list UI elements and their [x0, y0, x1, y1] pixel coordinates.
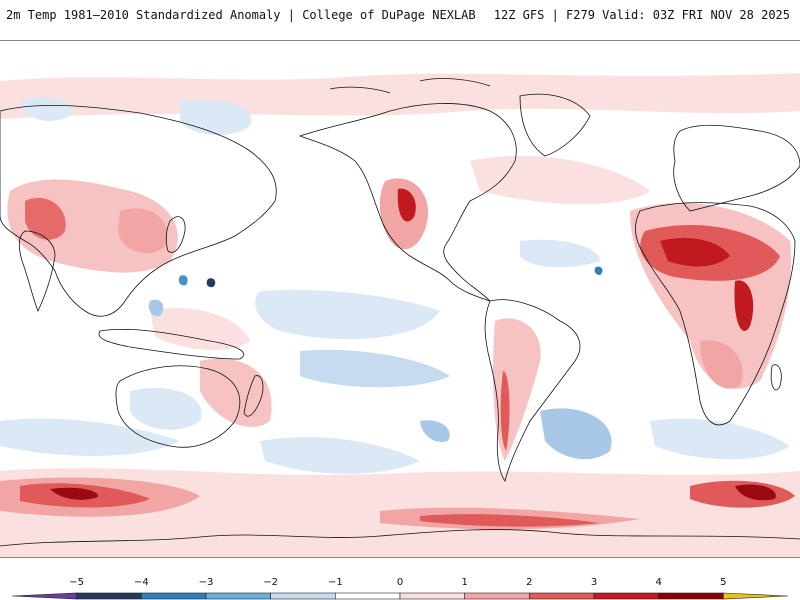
- pacific-cool-spot-2: [206, 278, 216, 288]
- w-pacific-warm: [150, 307, 250, 351]
- colorbar-tick-label: −4: [134, 577, 149, 588]
- colorbar-tick-label: −3: [199, 577, 214, 588]
- tropical-pacific-cool: [255, 289, 440, 340]
- s-america-warm: [493, 318, 541, 461]
- colorbar-tick-label: −2: [263, 577, 278, 588]
- s-indian-cool: [0, 418, 180, 456]
- north-america-outline: [298, 103, 517, 302]
- colorbar-bin: [723, 592, 789, 600]
- australia-outline: [115, 365, 241, 448]
- atlantic-cool-spot: [594, 266, 603, 275]
- indonesia-outline: [98, 328, 245, 360]
- madagascar-outline: [770, 364, 782, 391]
- colorbar-legend: −5 −4 −3 −2 −1 0 1 2 3 4 5: [0, 570, 800, 600]
- s-pacific-deep-cool: [420, 420, 450, 443]
- colorbar-tick-label: −1: [328, 577, 343, 588]
- colorbar-tick-label: 0: [397, 577, 403, 588]
- warm-anomaly-layer: [0, 73, 800, 557]
- india-outline: [18, 230, 56, 313]
- colorbar-tick-label: 4: [655, 577, 661, 588]
- colorbar-bin: [11, 592, 77, 600]
- tropical-atlantic-cool: [520, 239, 600, 268]
- colorbar-bin: [529, 592, 595, 600]
- coastline-layer: [0, 78, 800, 547]
- colorbar-bin: [464, 592, 530, 600]
- east-asia-warm: [118, 208, 168, 254]
- philippines-cool: [148, 299, 164, 317]
- map-header: 2m Temp 1981–2010 Standardized Anomaly |…: [0, 0, 800, 30]
- antarctica-outline: [0, 529, 800, 547]
- anomaly-map-svg: [0, 73, 800, 557]
- tasman-warm: [200, 358, 272, 427]
- colorbar-bin: [658, 592, 724, 600]
- s-atlantic-cool: [540, 408, 612, 460]
- n-pacific-cool: [180, 99, 252, 136]
- north-atlantic-warm: [470, 155, 650, 205]
- colorbar-bin: [141, 592, 207, 600]
- colorbar-tick-label: 5: [720, 577, 726, 588]
- colorbar-tick-label: 1: [461, 577, 467, 588]
- india-warm: [25, 197, 66, 240]
- colorbar-bin: [270, 592, 336, 600]
- indian-ocean-cool: [650, 418, 790, 460]
- run-info: 12Z GFS | F279 Valid: 03Z FRI NOV 28 202…: [493, 8, 790, 22]
- colorbar-bin: [399, 592, 465, 600]
- colorbar-tick-label: 3: [591, 577, 597, 588]
- australia-cool: [130, 387, 202, 430]
- colorbar-bin: [76, 592, 142, 600]
- s-pacific-cool: [260, 437, 420, 474]
- west-us-hot: [397, 188, 416, 222]
- pacific-cool-spot: [178, 275, 188, 286]
- arctic-islands: [329, 78, 491, 94]
- south-america-outline: [484, 299, 581, 482]
- arctic-warm-band: [0, 73, 800, 119]
- colorbar-tick-label: −5: [69, 577, 84, 588]
- antarctic-extreme-west: [50, 487, 99, 500]
- south-africa-warm: [700, 340, 743, 389]
- colorbar-bin: [335, 592, 401, 600]
- ross-sea-hot: [420, 514, 600, 527]
- colorbar-tick-label: 2: [526, 577, 532, 588]
- east-africa-hot: [734, 280, 754, 331]
- siberia-cool: [20, 96, 72, 121]
- japan-outline: [165, 216, 186, 253]
- colorbar-bin: [593, 592, 659, 600]
- antarctic-extreme-east: [735, 484, 776, 501]
- europe-outline: [673, 124, 800, 212]
- asia-outline: [0, 104, 277, 317]
- greenland-outline: [519, 93, 591, 157]
- andes-hot: [500, 371, 510, 451]
- world-map: [0, 40, 800, 558]
- mid-pacific-cool: [300, 349, 450, 388]
- africa-outline: [635, 202, 796, 426]
- new-zealand-outline: [243, 375, 264, 417]
- colorbar-svg: −5 −4 −3 −2 −1 0 1 2 3 4 5: [11, 577, 789, 600]
- cool-anomaly-layer: [0, 96, 790, 474]
- sahel-extreme: [660, 237, 730, 267]
- map-title: 2m Temp 1981–2010 Standardized Anomaly |…: [6, 8, 476, 22]
- colorbar-bin: [205, 592, 271, 600]
